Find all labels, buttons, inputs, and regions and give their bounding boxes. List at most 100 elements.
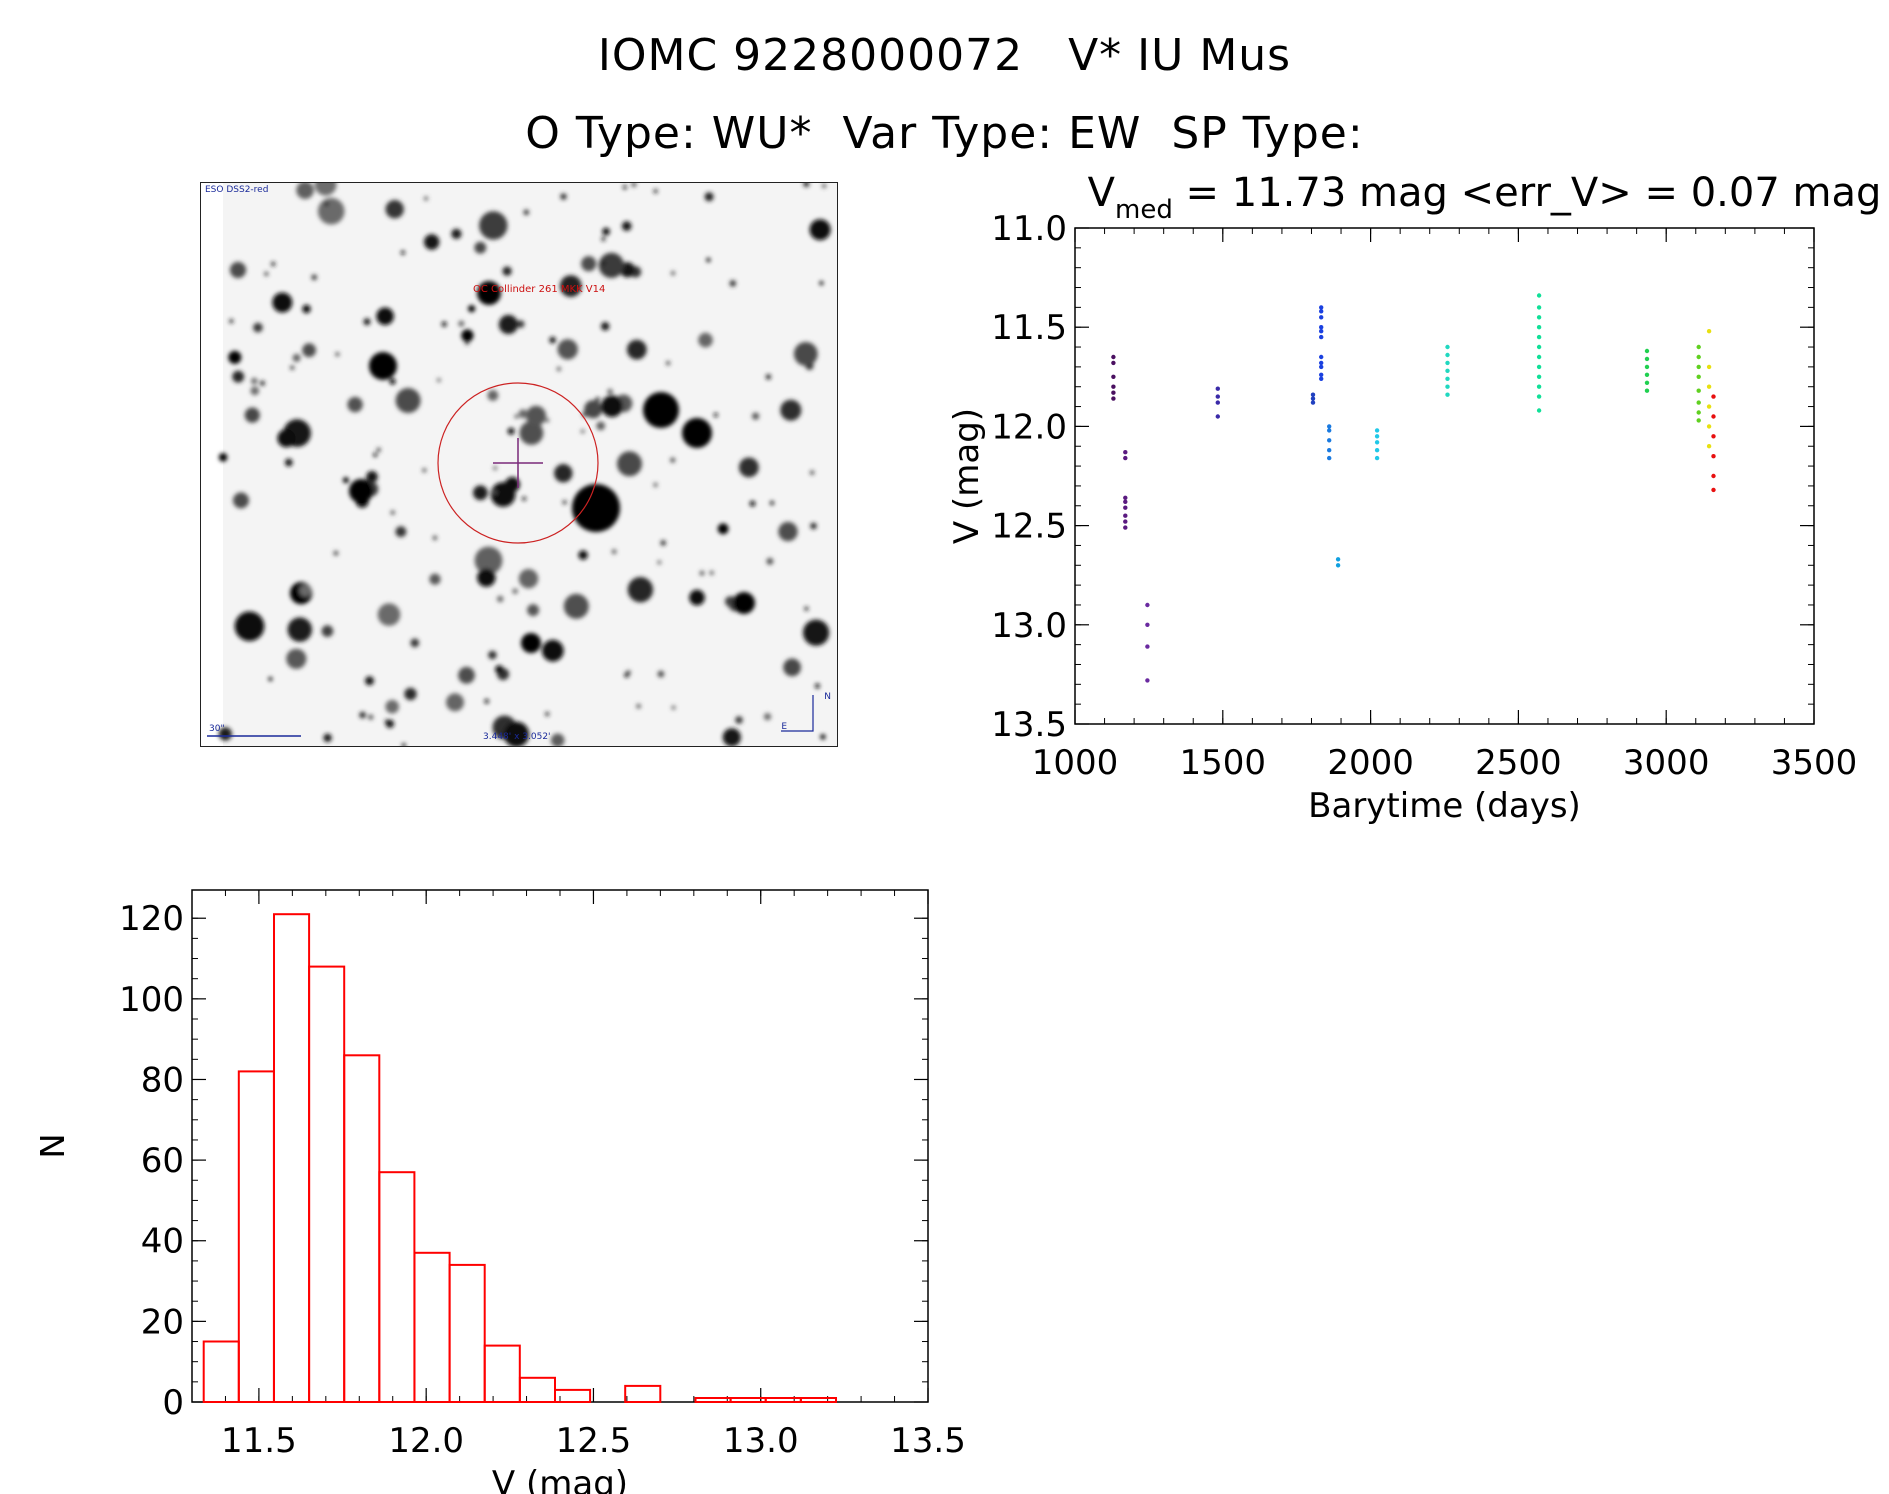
data-point [1215,394,1220,399]
star [498,314,518,335]
bright-star [572,484,620,532]
star [389,378,396,385]
star [578,550,588,560]
star [503,721,530,746]
histogram-bar [799,1397,838,1403]
data-point [1706,364,1712,370]
star [627,577,654,603]
data-point [1123,519,1128,524]
data-point [1319,354,1324,360]
data-point [1319,334,1324,340]
star [488,650,497,660]
histogram-bar [694,1397,732,1403]
histogram-bar [483,1344,521,1404]
star [601,236,606,242]
star [820,734,826,740]
star [717,523,729,535]
star [653,189,658,194]
star [228,350,242,364]
star [545,711,550,717]
star [385,200,404,219]
star [458,666,475,684]
data-point [1111,360,1116,366]
star [559,275,582,297]
data-point [1644,364,1650,370]
data-point [1536,334,1542,340]
star [810,522,817,530]
data-point [1536,325,1542,330]
star [729,280,736,287]
data-point [1711,394,1716,399]
sky-left-margin [201,183,223,746]
data-point [1111,374,1116,379]
star [400,250,405,255]
x-tick-label: 11.5 [221,1421,297,1461]
data-point [1644,356,1650,362]
histogram-bar [413,1251,451,1403]
data-point [1215,414,1220,419]
star [617,451,642,477]
star [502,266,512,276]
data-point [1327,455,1332,461]
star [670,271,676,276]
data-point [1696,364,1701,370]
star [385,719,395,728]
data-point [1374,434,1380,439]
title-line-1: IOMC 9228000072 V* IU Mus [597,30,1292,81]
data-point [1145,602,1150,608]
star [581,256,597,272]
star [244,407,260,423]
data-point [1123,455,1128,461]
data-point [1310,396,1316,401]
star [660,540,666,546]
star [251,377,258,385]
star [602,227,610,236]
data-point [1327,448,1332,453]
y-tick-label: 12.0 [991,407,1067,447]
plot-frame [1074,227,1815,725]
y-tick-label: 11.5 [991,308,1067,348]
bright-star [682,418,712,448]
star [474,241,487,254]
star [296,183,314,199]
star [292,353,301,362]
star [657,670,665,678]
star [376,307,394,326]
star [424,196,428,201]
data-point [1706,329,1712,334]
star [704,192,714,202]
star [580,429,585,434]
star [477,568,496,587]
data-point [1123,499,1128,504]
data-point [1123,505,1128,510]
data-point [1644,380,1650,385]
star [250,386,260,396]
plot-frame [191,889,929,1403]
star [373,452,378,457]
star [229,261,247,279]
star [557,339,578,360]
star [793,342,818,366]
data-point [1445,392,1450,397]
data-point [1536,354,1542,360]
y-tick-label: 11.0 [991,209,1067,249]
star [699,570,705,576]
star [317,197,345,225]
star [504,477,520,492]
data-point [1536,315,1542,320]
star [446,693,464,712]
data-point [1319,372,1324,377]
star [359,711,366,719]
star [436,378,441,383]
histogram-bar [624,1384,662,1404]
x-tick-label: 2500 [1475,743,1562,783]
data-point [1696,400,1701,405]
data-point [1711,473,1716,479]
star [626,339,647,360]
magnitude-histogram-chart: 11.5 12.0 12.5 13.0 13.5 0 20 40 60 80 100 120 V (ma… [40,889,966,1494]
star [519,421,544,445]
data-point [1711,414,1716,419]
data-point [1536,293,1542,298]
data-point [1319,376,1324,381]
data-point [1335,563,1341,568]
